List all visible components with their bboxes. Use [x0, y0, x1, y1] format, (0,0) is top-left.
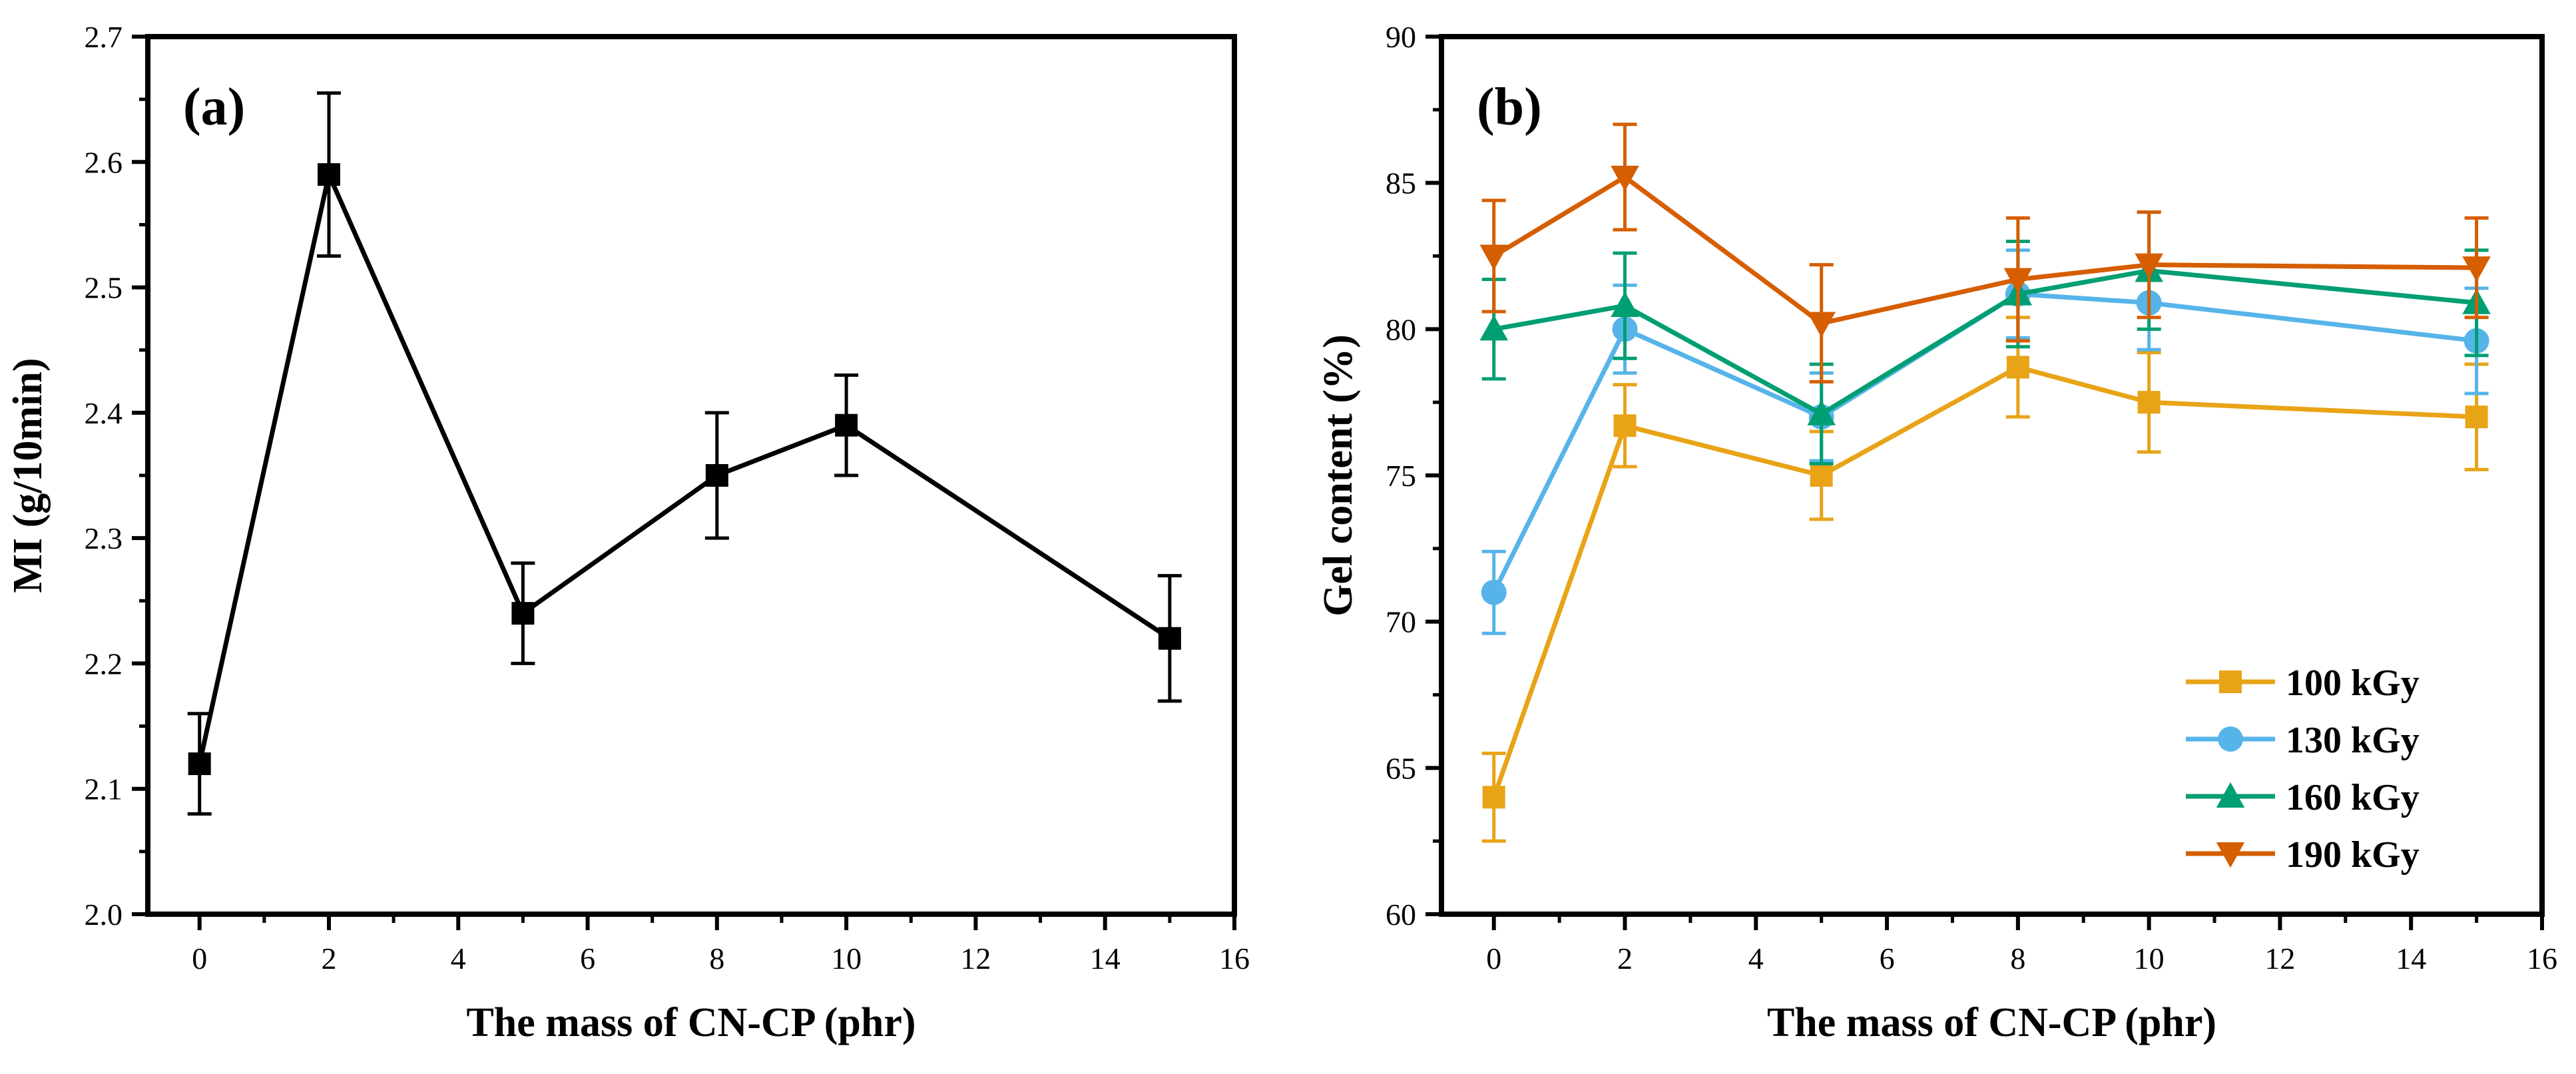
x-tick-label: 4	[451, 941, 466, 975]
legend-marker	[2216, 842, 2245, 868]
x-tick-label: 12	[2264, 941, 2295, 975]
y-tick-label: 2.4	[85, 396, 123, 430]
data-point	[318, 163, 340, 186]
y-tick-label: 70	[1386, 605, 1416, 639]
data-point	[188, 752, 211, 776]
x-axis-title: The mass of CN-CP (phr)	[466, 1000, 915, 1045]
y-tick-label: 2.2	[85, 647, 123, 680]
x-tick-label: 16	[1219, 941, 1250, 975]
data-point	[1611, 291, 1639, 318]
data-point	[1479, 244, 1508, 270]
y-tick-label: 90	[1386, 20, 1416, 54]
data-point	[1613, 414, 1637, 437]
series-190-kgy	[1479, 123, 2491, 384]
y-axis-title: Gel content (%)	[1316, 334, 1361, 617]
panel-a-mi-chart: 0 2 4 6 8 10 12 14 16 2.0 2.1 2.2 2.3 2.4 2.5 2.6 2.7 The…	[5, 20, 1250, 1045]
plot-frame	[145, 34, 1237, 917]
x-tick-label: 8	[709, 941, 724, 975]
legend-label: 130 kGy	[2286, 720, 2420, 761]
series-line	[1492, 174, 2477, 326]
data-point	[1158, 627, 1181, 650]
data-point	[2135, 253, 2163, 279]
x-tick-label: 0	[192, 941, 207, 975]
y-tick-label: 2.3	[85, 521, 123, 555]
data-point	[1481, 579, 1507, 605]
legend-marker	[2219, 671, 2242, 693]
x-tick-label: 12	[960, 941, 991, 975]
data-point	[1807, 312, 1836, 338]
data-point	[2462, 256, 2491, 282]
data-point	[705, 464, 728, 487]
x-tick-label: 10	[2134, 941, 2165, 975]
x-axis-title: The mass of CN-CP (phr)	[1767, 1000, 2216, 1045]
x-tick-label: 6	[580, 941, 595, 975]
y-tick-label: 2.1	[85, 772, 123, 806]
y-tick-label: 85	[1386, 166, 1416, 200]
x-tick-label: 14	[2396, 941, 2426, 975]
series-line	[1493, 268, 2477, 417]
panel-label: (a)	[183, 78, 245, 136]
y-tick-label: 2.0	[85, 898, 123, 932]
data-point	[835, 413, 858, 437]
series-mi	[187, 91, 1182, 816]
y-tick-label: 2.7	[85, 20, 123, 54]
data-point	[1807, 400, 1836, 425]
data-point	[2003, 268, 2033, 294]
y-tick-label: 2.5	[85, 271, 123, 305]
y-axis-title: MI (g/10min)	[5, 358, 51, 593]
data-point	[2137, 391, 2161, 414]
x-tick-label: 8	[2010, 941, 2025, 975]
data-point	[1611, 165, 1639, 192]
x-tick-label: 2	[322, 941, 337, 975]
legend-label: 190 kGy	[2286, 834, 2420, 876]
x-tick-label: 4	[1748, 941, 1764, 975]
legend-marker	[2216, 782, 2245, 808]
x-tick-label: 6	[1880, 941, 1895, 975]
y-tick-label: 75	[1386, 459, 1416, 493]
series-line	[1491, 292, 2477, 594]
x-tick-label: 0	[1486, 941, 1501, 975]
y-tick-label: 80	[1386, 312, 1416, 346]
series-line	[197, 172, 1171, 764]
x-tick-label: 10	[831, 941, 862, 975]
panel-b-gel-content-chart: 0 2 4 6 8 10 12 14 16 60 65 70 75 80 85 90 The mass of C…	[1316, 20, 2557, 1045]
x-tick-label: 16	[2527, 941, 2557, 975]
data-point	[1810, 464, 1833, 487]
x-tick-label: 14	[1090, 941, 1121, 975]
y-tick-label: 60	[1386, 898, 1416, 932]
y-tick-label: 65	[1386, 751, 1416, 785]
data-point	[1479, 315, 1508, 341]
data-point	[2006, 356, 2029, 379]
x-tick-label: 2	[1617, 941, 1633, 975]
legend: 100 kGy 130 kGy 160 kGy 190 kGy	[2186, 663, 2420, 876]
y-tick-label: 2.6	[85, 145, 123, 179]
series-100-kgy	[1481, 316, 2489, 843]
legend-marker	[2218, 726, 2243, 752]
legend-label: 160 kGy	[2286, 777, 2420, 818]
data-point	[2465, 405, 2488, 429]
panel-label: (b)	[1477, 78, 1542, 136]
legend-label: 100 kGy	[2286, 663, 2420, 704]
series-line	[1491, 364, 2477, 798]
data-point	[511, 602, 535, 625]
data-point	[1482, 786, 1505, 809]
